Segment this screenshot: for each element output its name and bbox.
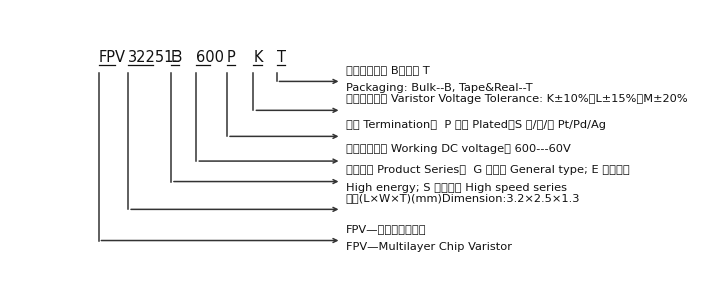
Text: K: K xyxy=(254,50,263,65)
Text: 压敏电压误差 Varistor Voltage Tolerance: K±10%、L±15%、M±20%: 压敏电压误差 Varistor Voltage Tolerance: K±10%… xyxy=(346,94,688,104)
Text: P: P xyxy=(227,50,236,65)
Text: 产品系列 Product Series：  G 通用型 General type; E 高耐能型: 产品系列 Product Series： G 通用型 General type;… xyxy=(346,165,630,175)
Text: 尺寸(L×W×T)(mm)Dimension:3.2×2.5×1.3: 尺寸(L×W×T)(mm)Dimension:3.2×2.5×1.3 xyxy=(346,193,580,203)
Text: E: E xyxy=(171,50,180,65)
Text: FPV: FPV xyxy=(99,50,125,65)
Text: T: T xyxy=(277,50,286,65)
Text: FPV—Multilayer Chip Varistor: FPV—Multilayer Chip Varistor xyxy=(346,242,512,252)
Text: FPV—片式压敏电阵器: FPV—片式压敏电阵器 xyxy=(346,224,426,234)
Text: 322513: 322513 xyxy=(128,50,184,65)
Text: 包装：散包装 B、编带 T: 包装：散包装 B、编带 T xyxy=(346,65,430,75)
Text: 直流工作电压 Working DC voltage： 600---60V: 直流工作电压 Working DC voltage： 600---60V xyxy=(346,144,571,154)
Text: 600: 600 xyxy=(196,50,224,65)
Text: 端头 Termination：  P 电镶 Plated、S 钓/钓/銀 Pt/Pd/Ag: 端头 Termination： P 电镶 Plated、S 钓/钓/銀 Pt/P… xyxy=(346,120,605,130)
Text: High energy; S 高速系列 High speed series: High energy; S 高速系列 High speed series xyxy=(346,183,566,193)
Text: Packaging: Bulk--B, Tape&Real--T: Packaging: Bulk--B, Tape&Real--T xyxy=(346,83,532,93)
